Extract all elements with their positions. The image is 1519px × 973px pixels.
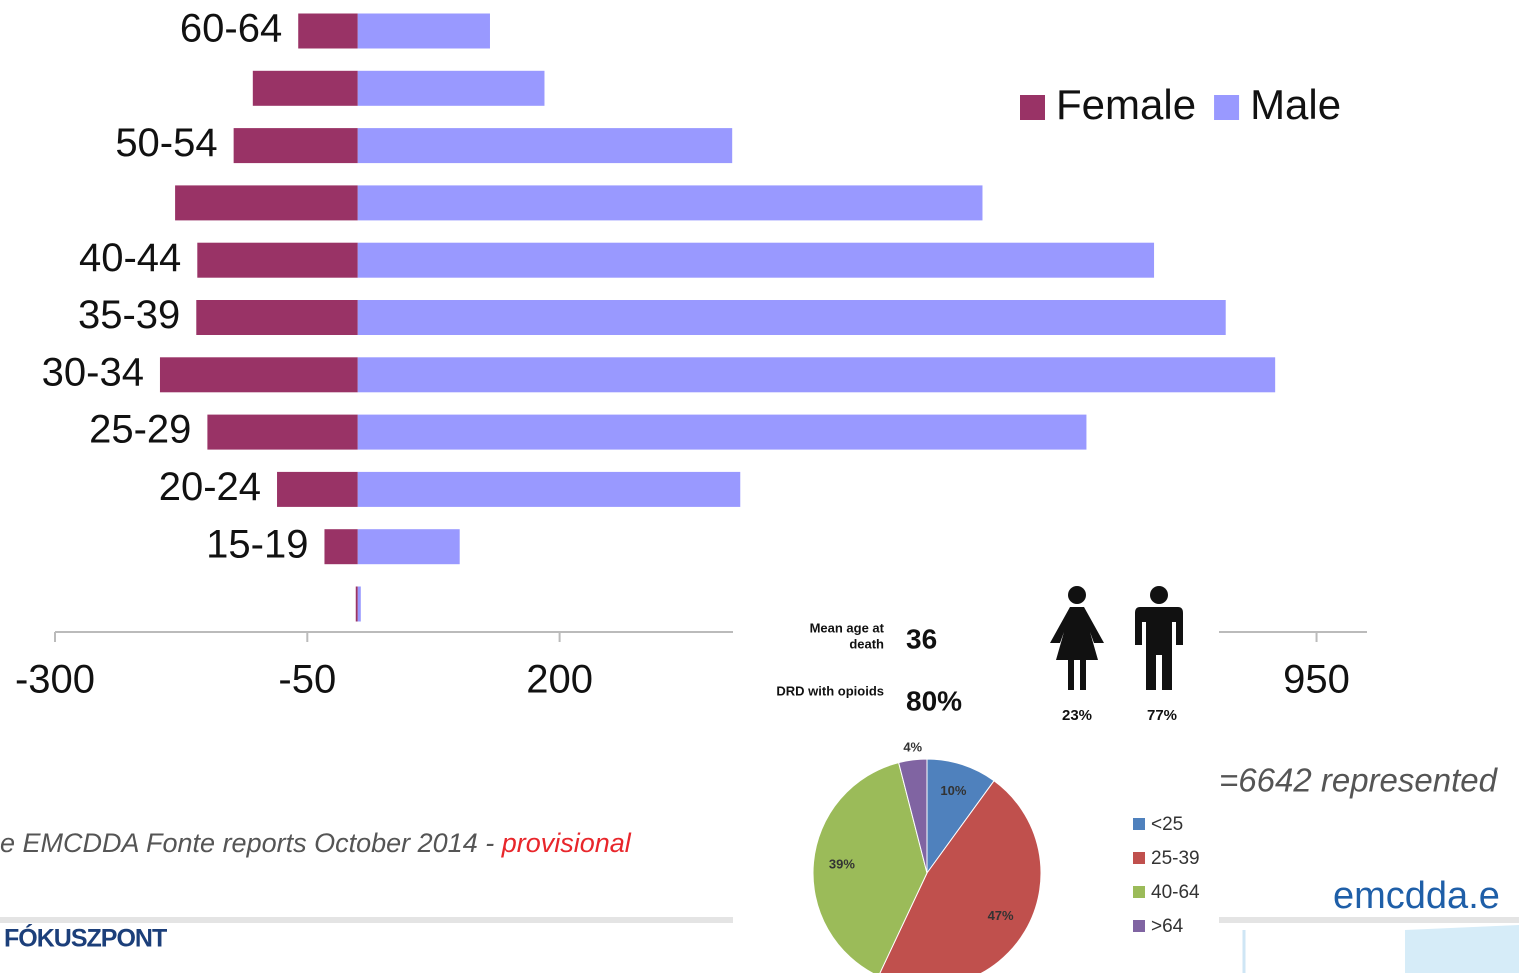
- bar: [277, 471, 358, 507]
- x-tick-label: 200: [526, 658, 593, 702]
- divider: [0, 917, 733, 923]
- y-tick-label: 20-24: [159, 465, 261, 509]
- data-label: 39%: [829, 856, 855, 871]
- legend-swatch: [1133, 852, 1145, 864]
- x-tick-label: -50: [278, 658, 336, 702]
- pie-slice: [898, 758, 928, 874]
- bar: [357, 70, 545, 106]
- y-tick-label: 50-54: [115, 121, 217, 165]
- bar: [252, 70, 358, 106]
- x-tick-label: -300: [15, 658, 95, 702]
- y-tick-label: 30-34: [42, 350, 144, 394]
- female-icon: [1050, 586, 1104, 690]
- male-icon: [1135, 586, 1183, 690]
- pie: 10% <25 47% 25-39 39% 40-64 4% >64: [812, 739, 1200, 973]
- data-label: 47%: [988, 908, 1014, 923]
- legend-label: >64: [1151, 916, 1184, 937]
- bar: [357, 128, 733, 164]
- female-share: 23%: [1062, 707, 1092, 724]
- bar: [197, 242, 358, 278]
- y-tick-label: 60-64: [180, 7, 282, 51]
- legend-label: <25: [1151, 814, 1183, 835]
- site: emcdda.e: [1333, 875, 1500, 917]
- bar: [357, 586, 361, 622]
- male-share: 77%: [1147, 707, 1177, 724]
- pie-slice: [926, 758, 995, 875]
- bar: [298, 13, 358, 49]
- opioids-label: DRD with opioids: [776, 683, 884, 698]
- bar: [159, 357, 358, 393]
- bar: [207, 414, 358, 450]
- bar: [357, 414, 1087, 450]
- bar: [357, 300, 1226, 335]
- legend-swatch: [1133, 886, 1145, 898]
- source-text: e EMCDDA Fonte reports October 2014 -: [0, 828, 502, 858]
- bar: [175, 185, 358, 221]
- mean-age-label: Mean age at: [810, 620, 885, 635]
- mean-age-label: death: [849, 636, 884, 651]
- bar: [357, 185, 983, 221]
- data-label: 4%: [903, 739, 922, 754]
- pie-slice: [879, 780, 1042, 973]
- legend-swatch: [1020, 95, 1045, 120]
- y-tick-label: 25-29: [89, 408, 191, 452]
- bar: [357, 13, 490, 49]
- legend-swatch: [1133, 818, 1145, 830]
- bar: [233, 128, 358, 164]
- bar: [324, 529, 358, 565]
- bar: [196, 300, 358, 335]
- pie-slice: [812, 761, 928, 973]
- x-tick-label: 950: [1283, 658, 1350, 702]
- legend-label: Male: [1250, 81, 1341, 128]
- legend-swatch: [1133, 920, 1145, 932]
- legend-swatch: [1214, 95, 1240, 120]
- status: provisional: [501, 828, 632, 858]
- logo: FÓKUSZPONT: [4, 923, 167, 953]
- bar: [357, 529, 460, 565]
- pyramid: -300 -50 200 950 60-64 50-54 40-44 35-39 30-34 25…: [15, 7, 1367, 702]
- mean-age: 36: [906, 623, 937, 654]
- y-tick-label: 35-39: [78, 293, 180, 337]
- source: e EMCDDA Fonte reports October 2014 - pr…: [0, 828, 632, 858]
- legend-label: 40-64: [1151, 882, 1200, 903]
- legend-label: Female: [1056, 81, 1196, 128]
- y-tick-label: 15-19: [206, 522, 308, 566]
- divider: [1219, 917, 1519, 923]
- bar: [357, 242, 1155, 278]
- legend-label: 25-39: [1151, 848, 1200, 869]
- bar: [355, 586, 358, 622]
- bar: [357, 357, 1276, 393]
- note: =6642 represented: [1219, 762, 1499, 799]
- decoration: [1405, 925, 1519, 973]
- data-label: 10%: [940, 783, 966, 798]
- y-tick-label: 40-44: [79, 236, 181, 280]
- opioids: 80%: [906, 685, 962, 716]
- bar: [357, 471, 741, 507]
